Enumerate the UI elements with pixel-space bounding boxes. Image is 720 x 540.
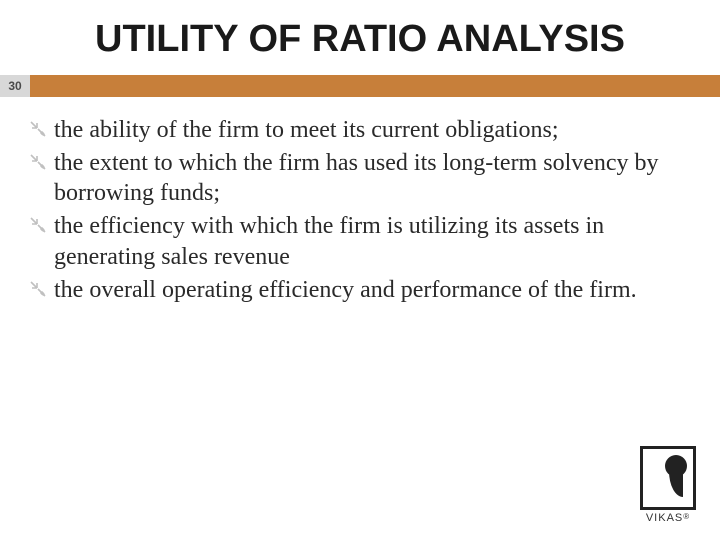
bullet-text: the ability of the firm to meet its curr… bbox=[54, 115, 692, 146]
bullet-item: the ability of the firm to meet its curr… bbox=[28, 115, 692, 146]
logo-text: VIKAS® bbox=[640, 512, 696, 524]
vikas-logo: VIKAS® bbox=[640, 446, 696, 524]
bullet-item: the overall operating efficiency and per… bbox=[28, 275, 692, 306]
slide: UTILITY OF RATIO ANALYSIS 30 the ability… bbox=[0, 0, 720, 540]
logo-mark bbox=[640, 446, 696, 510]
bullet-text: the extent to which the firm has used it… bbox=[54, 148, 692, 209]
bullet-item: the efficiency with which the firm is ut… bbox=[28, 211, 692, 272]
pointer-icon bbox=[28, 279, 48, 299]
logo-label: VIKAS bbox=[646, 512, 683, 524]
page-band: 30 bbox=[0, 75, 720, 97]
band-fill bbox=[30, 75, 720, 97]
registered-icon: ® bbox=[683, 512, 690, 521]
page-number: 30 bbox=[0, 75, 30, 97]
slide-title: UTILITY OF RATIO ANALYSIS bbox=[0, 0, 720, 75]
bullet-text: the efficiency with which the firm is ut… bbox=[54, 211, 692, 272]
pointer-icon bbox=[28, 119, 48, 139]
bullet-item: the extent to which the firm has used it… bbox=[28, 148, 692, 209]
pointer-icon bbox=[28, 152, 48, 172]
pointer-icon bbox=[28, 215, 48, 235]
content-area: the ability of the firm to meet its curr… bbox=[0, 97, 720, 305]
bullet-text: the overall operating efficiency and per… bbox=[54, 275, 692, 306]
logo-tail-shape bbox=[669, 471, 683, 497]
